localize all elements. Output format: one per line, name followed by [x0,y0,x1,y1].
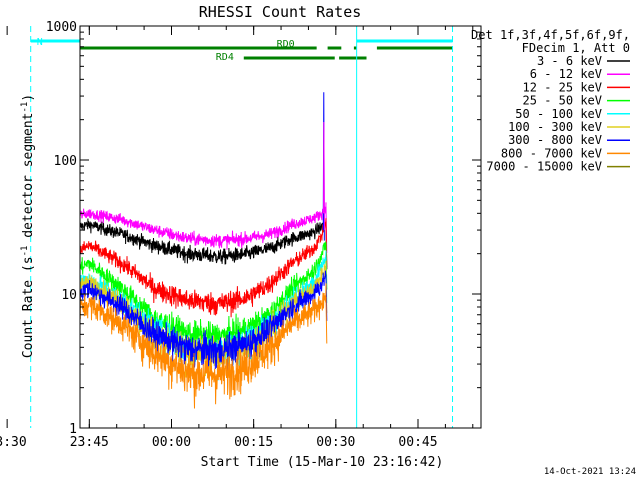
series-dropoff [325,296,328,344]
y-axis: 1000 100 10 1 [46,20,481,437]
plot-area: N RD0 RD4 1000 100 10 1 23:30 23:45 00:00 00:15 0… [0,20,482,450]
y-tick-label: 10 [61,288,77,303]
series-line [80,218,327,318]
x-tick-label: 00:15 [234,435,273,450]
y-axis-label-end: ) [21,94,36,102]
x-tick-label: 23:30 [0,435,27,450]
series-line [80,283,327,409]
decimation-flag-label: RD0 [277,39,295,50]
y-tick-label: 1000 [46,20,77,35]
series-line [80,241,327,358]
legend-header-decim: FDecim 1, Att 0 [522,41,630,55]
legend-entry-label: 800 - 7000 keV [501,146,602,160]
legend-entry-label: 100 - 300 keV [508,120,602,134]
x-axis-label: Start Time (15-Mar-10 23:16:42) [201,455,444,470]
x-tick-label: 00:30 [316,435,355,450]
legend-entry-label: 50 - 100 keV [515,107,602,121]
y-tick-label: 1 [69,422,77,437]
chart-title: RHESSI Count Rates [199,3,362,21]
series-line [80,202,327,250]
legend-entry-label: 7000 - 15000 keV [486,160,602,174]
legend-entry-label: 6 - 12 keV [530,67,602,81]
x-tick-label: 23:45 [70,435,109,450]
x-tick-label: 00:45 [398,435,437,450]
flare-spike-secondary [323,122,325,231]
y-axis-label-mid: detector segment [21,113,36,246]
legend-entry-label: 3 - 6 keV [537,54,602,68]
legend-entry-label: 12 - 25 keV [523,80,602,94]
flags-layer: N RD0 RD4 [30,37,453,63]
x-axis: 23:30 23:45 00:00 00:15 00:30 00:45 [0,26,474,450]
decimation-flag-label: RD4 [216,52,234,63]
y-tick-label: 100 [54,154,77,169]
x-tick-label: 00:00 [152,435,191,450]
y-axis-label-sup2: -1 [20,102,30,113]
footer-timestamp: 14-Oct-2021 13:24 [544,467,636,477]
saa-lines-layer [30,26,454,428]
night-flag-label: N [37,37,43,48]
y-axis-label-main: Count Rate (s [21,256,36,358]
series-layer [80,92,328,409]
legend-entry-label: 300 - 800 keV [508,133,602,147]
legend-entry-label: 25 - 50 keV [523,94,602,108]
plot-frame [79,25,482,429]
y-axis-label-sup1: -1 [20,246,30,257]
y-axis-label: Count Rate (s-1 detector segment-1) [20,94,36,358]
legend: Det 1f,3f,4f,5f,6f,9f, FDecim 1, Att 0 3… [471,28,630,174]
series-line [80,270,327,372]
legend-header-detectors: Det 1f,3f,4f,5f,6f,9f, [471,28,630,42]
series-line [80,218,327,265]
